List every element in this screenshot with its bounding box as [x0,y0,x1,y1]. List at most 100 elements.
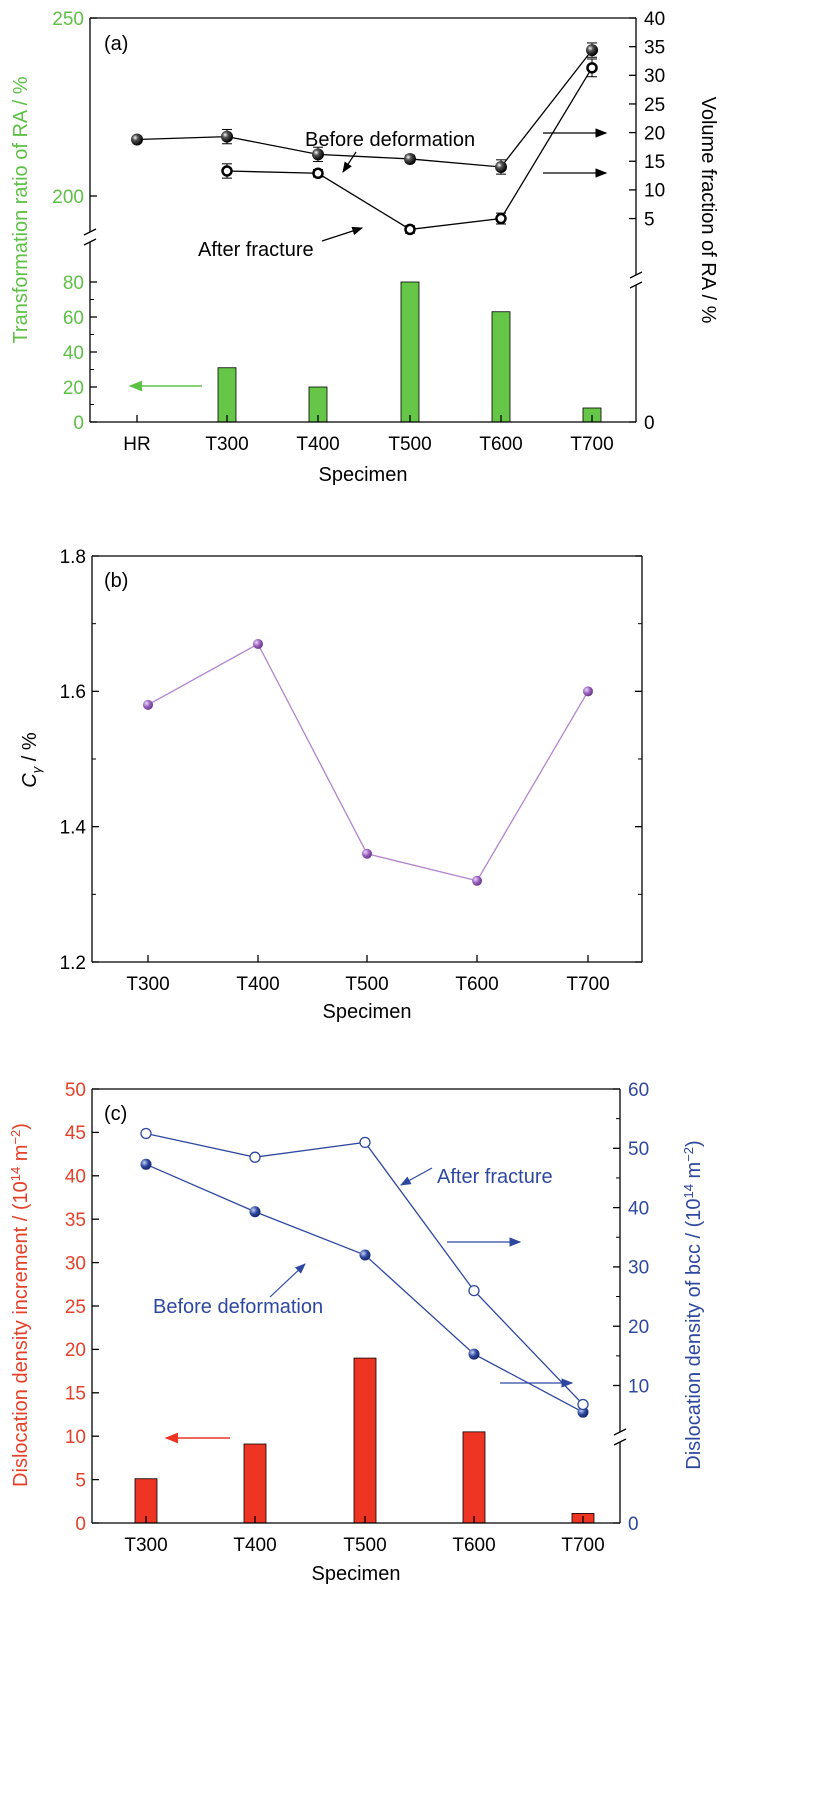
annotation-arrow [321,226,364,242]
y-tick-label: 40 [644,9,665,30]
y-tick-label: 45 [65,1123,86,1144]
y-axis-label-right-part: m [683,1162,705,1184]
point-after-T300 [221,165,233,177]
x-tick-label: T500 [345,974,388,995]
x-tick-label: T600 [455,974,498,995]
y-axis-label-right-part: ) [683,1140,705,1147]
y-axis-label-left-part: −2 [8,1130,23,1145]
y-axis-label-left: Transformation ratio of RA / % [10,76,32,343]
x-axis-label: Specimen [323,1001,412,1023]
point-T600 [472,875,482,886]
panel-a: 0 20 40 60 80 200 250 5 10 15 20 25 30 35 40 0 HR T300 T40… [10,9,719,486]
y-axis-label-left-part: ) [10,1123,32,1130]
y-tick-label: 40 [63,343,84,364]
y-axis-label-main: C [19,773,41,788]
y-tick-label: 30 [628,1258,649,1279]
point-before-T500 [359,1249,371,1261]
point-before-T500 [404,152,416,165]
point-before-T600 [468,1348,480,1360]
point-after-T500 [404,223,416,236]
bar-T400 [243,1443,267,1524]
annotation-before: Before deformation [153,1296,323,1318]
y-tick-label: 1.6 [60,682,86,703]
panel-label: (c) [104,1103,127,1125]
y-tick-label: 1.2 [60,953,86,974]
point-T500 [362,848,372,859]
y-tick-label: 30 [65,1253,86,1274]
x-axis-label: Specimen [312,1563,401,1585]
x-tick-label: T400 [236,974,279,995]
point-after-T400 [312,167,324,180]
x-tick-label: T600 [479,434,522,455]
y-axis-label-left-part: 14 [8,1167,23,1181]
y-tick-label: 50 [65,1080,86,1101]
bar-T600 [462,1431,486,1524]
y-tick-label: 35 [65,1210,86,1231]
point-before-T300 [221,130,233,143]
x-tick-label: T700 [570,434,613,455]
x-tick-label: T300 [126,974,169,995]
y-tick-label: 5 [644,209,655,230]
axis-break-mark [83,228,97,236]
point-after-T400 [249,1151,261,1163]
y-tick-label: 60 [628,1080,649,1101]
y-tick-label: 35 [644,37,665,58]
y-tick-label: 20 [63,378,84,399]
y-tick-label: 1.4 [60,818,87,839]
bar-T600 [491,311,511,423]
y-axis-label-left-part: m [10,1145,32,1167]
bar-T500 [353,1357,377,1524]
panel-label: (a) [104,33,128,55]
point-after-T700 [577,1398,589,1411]
y-tick-label: 0 [644,413,655,434]
bar-T300 [217,367,237,423]
panel-c: 0 5 10 15 20 25 30 35 40 45 50 10 20 30 40 50 60 0 T300 T40… [8,1080,705,1585]
y-tick-label: 250 [52,9,84,30]
y-tick-label: 20 [65,1340,86,1361]
y-tick-label: 25 [65,1297,86,1318]
y-tick-label: 10 [65,1427,86,1448]
x-axis-label: Specimen [319,464,408,486]
annotation-arrow [269,1263,306,1298]
series-line-before-deformation [136,49,593,168]
y-tick-label: 10 [644,181,665,202]
point-before-T300 [140,1158,152,1170]
y-tick-label: 0 [73,413,84,434]
y-axis-label-right: Volume fraction of RA / % [697,97,719,324]
y-axis-label-sub: γ [29,765,44,773]
series-line [147,643,589,882]
point-before-T600 [495,160,507,173]
y-tick-label: 60 [63,308,84,329]
point-after-T600 [495,212,507,225]
y-tick-label: 30 [644,66,665,87]
y-tick-label: 10 [628,1376,649,1397]
x-tick-label: T700 [566,974,609,995]
y-tick-label: 20 [644,123,665,144]
panel-label: (b) [104,570,128,592]
y-tick-label: 40 [628,1198,649,1219]
y-tick-label: 0 [75,1514,86,1535]
y-axis-label-right-part: Dislocation density of bcc / (10 [683,1198,705,1469]
point-after-T600 [468,1284,480,1297]
point-T700 [583,686,593,697]
x-tick-label: T400 [296,434,339,455]
x-tick-label: T400 [233,1535,276,1556]
x-tick-label: T600 [452,1535,495,1556]
y-axis-label-unit: / % [19,732,41,767]
x-tick-label: T300 [124,1535,167,1556]
y-axis-label-left-part: Dislocation density increment / (10 [10,1181,32,1487]
y-tick-label: 1.8 [60,547,86,568]
axis-break-mark [613,1428,627,1436]
point-before-HR [131,133,143,146]
point-after-T300 [140,1127,152,1140]
y-tick-label: 200 [52,187,84,208]
y-axis-label: Cγ / % [19,732,44,788]
panel-b: 1.2 1.4 1.6 1.8 T300 T400 T500 T600 T700 (b) Speci… [19,547,643,1023]
y-tick-label: 0 [628,1514,639,1535]
y-tick-label: 25 [644,95,665,116]
x-tick-label: T300 [205,434,248,455]
axis-break-mark [629,271,643,279]
x-tick-label: HR [123,434,150,455]
point-T300 [143,699,153,710]
